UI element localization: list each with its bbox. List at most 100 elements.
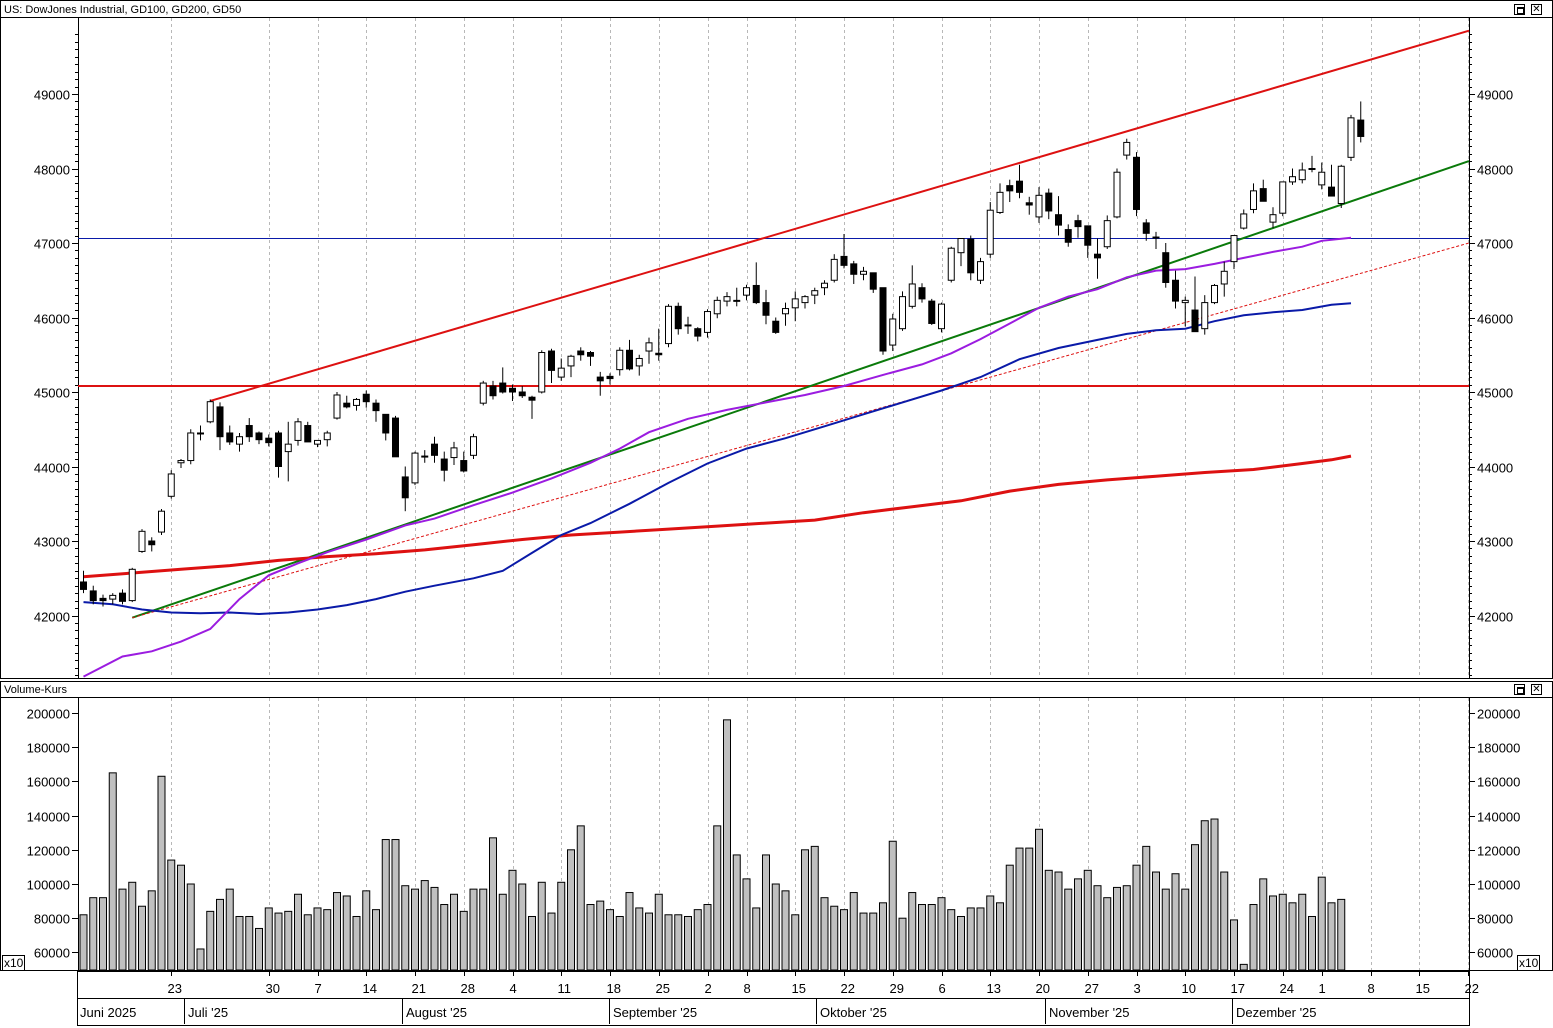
candle [1318, 162, 1326, 190]
candle-body [791, 298, 799, 309]
candle-body [518, 391, 526, 397]
volume-bar [840, 909, 848, 971]
candle-body [411, 452, 419, 484]
candle [323, 430, 331, 447]
volume-bar [918, 904, 926, 971]
volume-panel-close-button[interactable]: ✕ [1531, 684, 1542, 695]
candle [314, 439, 321, 448]
volume-bar [645, 912, 653, 971]
candle-body [353, 398, 360, 406]
candle [275, 430, 282, 478]
candle [470, 433, 477, 460]
x-day-label: 22 [841, 981, 855, 996]
price-panel-close-button[interactable]: ✕ [1531, 4, 1542, 15]
candle-body [548, 350, 555, 371]
volume-bar [723, 719, 731, 971]
price-tick-label-left: 46000 [34, 312, 70, 327]
volume-bar [303, 914, 312, 971]
volume-bar [1025, 847, 1034, 971]
candle [899, 291, 906, 331]
candle [577, 347, 585, 361]
volume-bar [684, 915, 692, 971]
candle [850, 260, 858, 284]
volume-bar [1269, 895, 1277, 971]
volume-bar [937, 897, 946, 971]
candle-body [148, 540, 156, 546]
candle [362, 390, 370, 408]
candle-body [119, 592, 126, 602]
candle [879, 287, 887, 355]
candle-body [606, 375, 614, 380]
candle-body [752, 284, 760, 304]
candle-body [138, 530, 146, 552]
candle [1269, 207, 1277, 229]
candle [1220, 261, 1228, 297]
candle-body [1269, 214, 1277, 223]
price-panel-frame [0, 17, 1553, 679]
volume-bar [1064, 888, 1073, 971]
volume-bar [294, 893, 302, 971]
volume-tick-label-left: 100000 [27, 878, 70, 893]
candle-body [479, 382, 487, 404]
x-day-label: 18 [607, 981, 621, 996]
gd200-line [83, 454, 1352, 579]
volume-bar [138, 905, 146, 971]
price-tick-label-left: 47000 [34, 237, 70, 252]
volume-bar [89, 897, 98, 971]
volume-bar [947, 909, 956, 971]
volume-bar [537, 881, 546, 971]
volume-bar [118, 888, 127, 971]
candle-body [275, 432, 282, 468]
candle-body [1016, 180, 1023, 193]
candle [704, 309, 711, 338]
candle [1230, 235, 1238, 270]
candle [431, 436, 438, 463]
x-day-label: 14 [363, 981, 377, 996]
candle-body [109, 594, 117, 600]
candle [333, 392, 341, 420]
candle [158, 508, 165, 536]
price-panel-maximize-button[interactable] [1514, 4, 1525, 15]
x-day-label: 8 [1368, 981, 1375, 996]
candle-body [821, 282, 828, 289]
volume-bar [1161, 888, 1170, 971]
candle-body [1142, 222, 1150, 234]
candle-body [1094, 253, 1101, 259]
candle-body [489, 385, 497, 397]
candle-body [460, 460, 468, 472]
volume-bar [1171, 873, 1180, 971]
candle-body [1279, 181, 1287, 214]
candle [752, 262, 760, 305]
volume-bar [713, 825, 722, 971]
x-month-label: August '25 [406, 1005, 467, 1020]
volume-bar [196, 948, 205, 971]
volume-bar [391, 839, 400, 971]
candle [1123, 138, 1131, 160]
candle [782, 302, 789, 326]
candle-body [830, 258, 838, 281]
candle [587, 351, 594, 366]
x-day-label: 27 [1085, 981, 1099, 996]
volume-bar [245, 915, 254, 971]
candle [1094, 238, 1101, 279]
candle [1347, 114, 1355, 162]
x-day-label: 4 [510, 981, 517, 996]
volume-tick-label-left: 120000 [27, 844, 70, 859]
volume-bar [1317, 876, 1326, 971]
candle-body [1152, 236, 1160, 239]
candle-body [333, 394, 341, 419]
volume-bar [1220, 871, 1229, 971]
volume-panel-maximize-button[interactable] [1514, 684, 1525, 695]
candle [304, 421, 312, 443]
candle-body [850, 263, 858, 275]
candle-body [158, 510, 165, 533]
candle [635, 354, 643, 376]
candle-body [431, 443, 438, 456]
candle [109, 593, 117, 605]
volume-bar [1113, 886, 1121, 971]
volume-bar [1288, 902, 1297, 971]
volume-bar [879, 902, 887, 971]
candle [226, 425, 234, 445]
candle [957, 238, 965, 267]
x-day-label: 29 [890, 981, 904, 996]
